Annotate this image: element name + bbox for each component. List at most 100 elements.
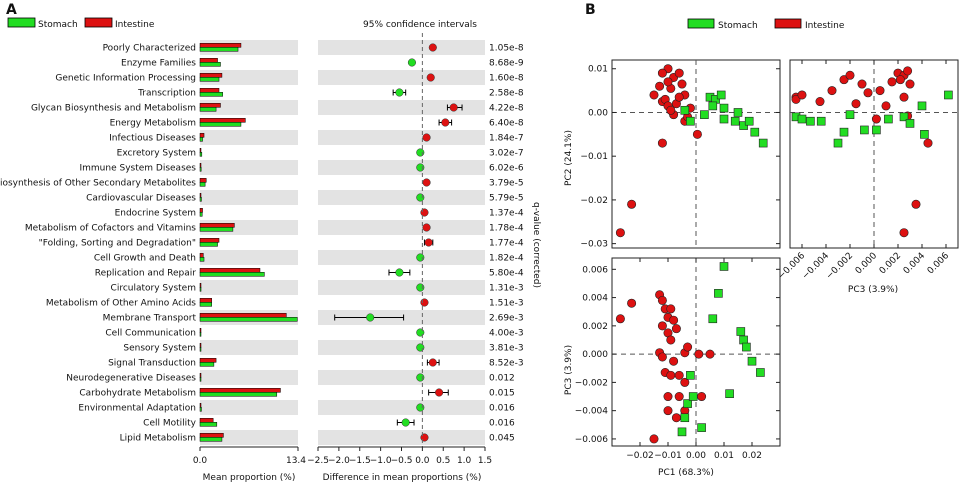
ci-point — [407, 58, 416, 67]
ylabel-pc2: PC2 (24.1%) — [564, 130, 574, 186]
bar-stomach — [199, 257, 205, 262]
point-stomach — [708, 101, 718, 111]
band-bar — [200, 130, 298, 145]
bar-intestine — [199, 298, 212, 303]
qvalue-axis-label: q-value (corrected) — [531, 202, 541, 288]
bar-stomach — [199, 317, 298, 322]
category-label: Lipid Metabolism — [120, 434, 196, 444]
band-ci — [318, 340, 485, 355]
bar-stomach — [199, 302, 212, 307]
bar-intestine — [199, 403, 202, 408]
bar-stomach — [199, 287, 202, 292]
bar-intestine — [199, 193, 202, 198]
band-ci — [318, 160, 485, 175]
q-value: 1.77e-4 — [489, 239, 524, 249]
bar-stomach — [199, 212, 203, 217]
band-ci — [318, 430, 485, 445]
y-tick-label: −0.004 — [575, 407, 609, 417]
bar-stomach — [199, 437, 223, 442]
bar-intestine — [199, 118, 246, 123]
point-intestine — [827, 86, 837, 96]
legend-b-label-stomach: Stomach — [718, 21, 758, 31]
tick-mean-max: 13.4 — [286, 456, 306, 466]
point-intestine — [903, 66, 913, 76]
band-bar — [200, 370, 298, 385]
point-stomach — [683, 399, 692, 408]
bar-intestine — [199, 313, 287, 318]
point-stomach — [719, 262, 729, 271]
category-label: Cardiovascular Diseases — [86, 194, 196, 204]
point-stomach — [730, 116, 740, 126]
point-stomach — [677, 427, 687, 437]
ci-point — [420, 433, 429, 442]
q-value: 3.02e-7 — [489, 149, 524, 159]
ci-point — [422, 178, 431, 187]
bar-stomach — [199, 377, 202, 382]
x-tick-label: 0.006 — [926, 251, 951, 276]
ci-title: 95% confidence intervals — [363, 20, 477, 30]
category-label: Enzyme Families — [121, 59, 196, 69]
category-label: Metabolism of Cofactors and Vitamins — [25, 224, 196, 234]
point-intestine — [657, 138, 667, 148]
point-intestine — [697, 392, 707, 402]
point-stomach — [697, 423, 706, 432]
point-intestine — [871, 114, 881, 124]
q-value: 4.22e-8 — [489, 104, 524, 114]
point-intestine — [655, 81, 665, 91]
point-intestine — [797, 90, 807, 100]
bar-intestine — [199, 88, 220, 93]
point-stomach — [686, 116, 695, 126]
x-tick-label: 0.00 — [686, 451, 706, 461]
bar-intestine — [199, 103, 221, 108]
q-value: 1.05e-8 — [489, 44, 524, 54]
q-value: 1.78e-4 — [489, 224, 524, 234]
q-value: 5.80e-4 — [489, 269, 524, 279]
x-tick-label: 0.002 — [878, 251, 903, 276]
ci-tick-label: 0.0 — [415, 456, 430, 466]
point-stomach — [833, 138, 843, 148]
point-stomach — [872, 125, 881, 135]
bar-stomach — [199, 92, 223, 97]
y-tick-label: −0.03 — [580, 240, 608, 250]
point-intestine — [923, 138, 933, 148]
category-label: Cell Motility — [143, 419, 197, 429]
legend-swatch-intestine — [84, 17, 113, 28]
ci-tick-label: −0.5 — [391, 456, 413, 466]
ci-point — [420, 208, 429, 217]
q-value: 8.52e-3 — [489, 359, 524, 369]
ci-tick-label: −1.5 — [349, 456, 371, 466]
bar-stomach — [199, 347, 202, 352]
band-bar — [200, 100, 298, 115]
ci-point — [416, 343, 425, 352]
category-label: Signal Transduction — [108, 359, 196, 369]
point-intestine — [845, 70, 855, 80]
band-bar — [200, 400, 298, 415]
point-intestine — [657, 68, 667, 78]
point-intestine — [674, 92, 684, 102]
point-stomach — [719, 103, 729, 113]
bar-intestine — [199, 373, 202, 378]
band-ci — [318, 400, 485, 415]
y-tick-label: −0.01 — [580, 152, 608, 162]
ci-point — [449, 103, 458, 112]
point-intestine — [663, 392, 673, 402]
point-stomach — [816, 116, 826, 126]
bar-stomach — [199, 152, 203, 157]
ci-tick-label: −2.0 — [328, 456, 350, 466]
legend-b-swatch-intestine — [774, 18, 802, 29]
xlabel-difference: Difference in mean proportions (%) — [323, 473, 482, 483]
y-tick-label: 0.00 — [588, 108, 608, 118]
ci-point — [441, 118, 450, 127]
q-value: 1.37e-4 — [489, 209, 524, 219]
x-tick-label: 0.000 — [854, 251, 879, 276]
band-ci — [318, 220, 485, 235]
ci-point — [420, 298, 429, 307]
point-intestine — [791, 94, 801, 104]
band-bar — [200, 70, 298, 85]
q-value: 1.84e-7 — [489, 134, 524, 144]
point-intestine — [881, 101, 891, 111]
point-stomach — [758, 138, 768, 148]
legend-swatch-stomach — [7, 17, 36, 28]
bar-stomach — [199, 62, 221, 67]
